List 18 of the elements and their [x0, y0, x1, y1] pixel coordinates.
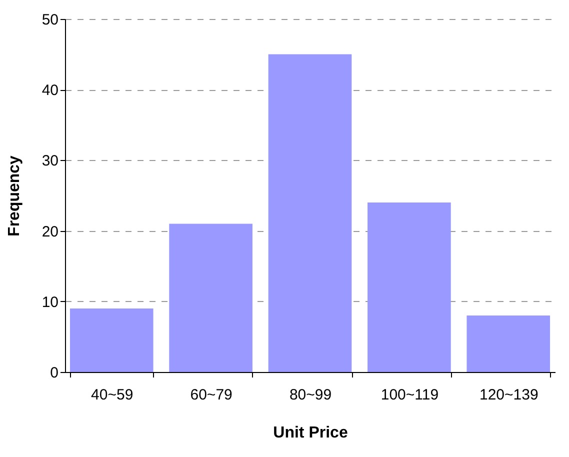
x-axis-title: Unit Price	[273, 424, 348, 442]
bar	[169, 224, 252, 372]
y-tick-label: 0	[50, 364, 58, 382]
x-tick-label: 80~99	[289, 386, 332, 404]
y-tick-label: 30	[42, 152, 58, 170]
bar	[466, 316, 550, 372]
x-tick-label: 120~139	[479, 386, 538, 404]
bar	[70, 308, 154, 372]
y-tick-label: 20	[42, 223, 58, 240]
y-axis-title: Frequency	[6, 155, 23, 236]
bar	[268, 54, 352, 372]
y-tick-label: 10	[42, 294, 58, 311]
x-tick-label: 100~119	[380, 386, 439, 404]
y-tick-label: 40	[42, 82, 58, 100]
x-tick-label: 40~59	[91, 386, 134, 404]
y-tick-label: 50	[42, 12, 58, 28]
x-tick-label: 60~79	[190, 386, 232, 404]
bar	[368, 202, 451, 372]
